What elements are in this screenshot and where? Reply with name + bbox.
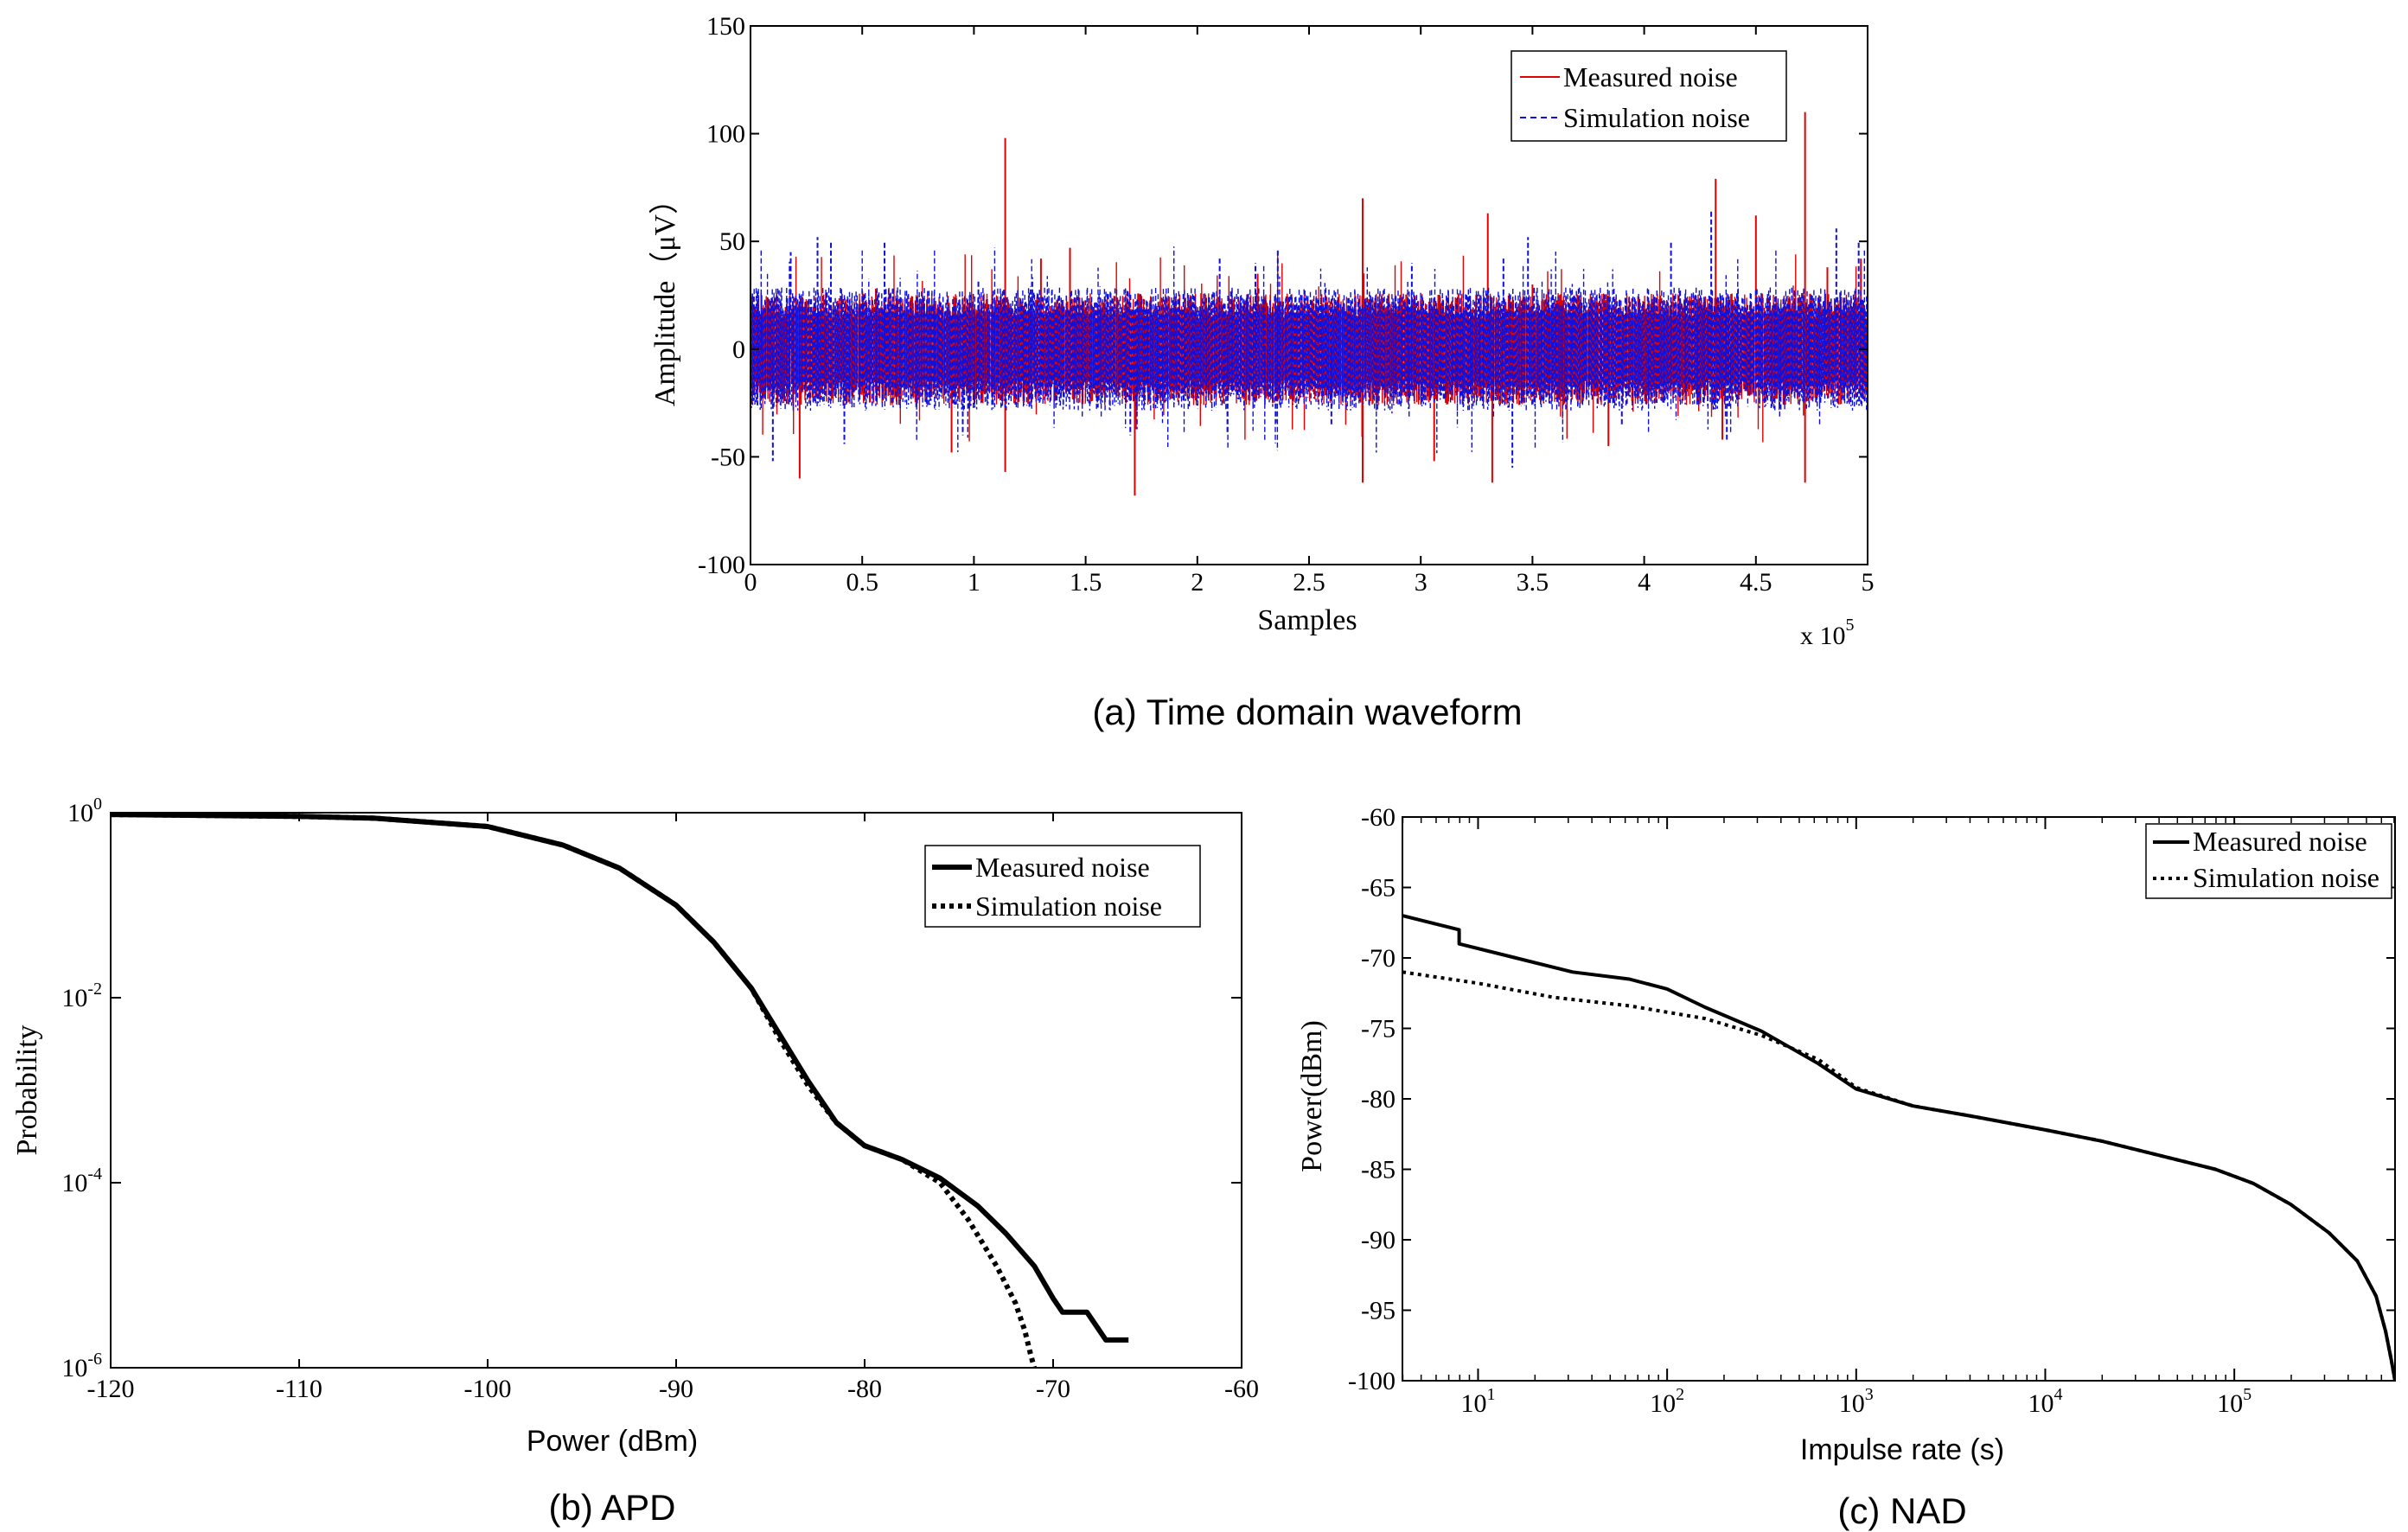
x-tick-label: 3.5 bbox=[1517, 568, 1549, 597]
y-tick-label: 10-6 bbox=[61, 1350, 102, 1382]
x-tick-label: 1 bbox=[968, 568, 980, 597]
y-tick-label: -80 bbox=[1361, 1085, 1396, 1114]
y-tick-label: -100 bbox=[1348, 1367, 1396, 1395]
y-tick-label: -100 bbox=[698, 551, 745, 579]
legend-measured-label: Measured noise bbox=[1563, 61, 1738, 93]
y-tick-label: -95 bbox=[1361, 1297, 1396, 1325]
panel-a-x-multiplier: x 105 bbox=[1800, 616, 1855, 650]
y-tick-label: 10-2 bbox=[61, 980, 102, 1012]
panel-c-xlabel: Impulse rate (s) bbox=[1800, 1433, 2004, 1466]
panel-c-frame bbox=[1402, 816, 2396, 1382]
x-tick-label: -90 bbox=[659, 1375, 693, 1403]
panel-c-nad: -60 -65 -70 -75 -80 -85 -90 -95 -100 101 102 103 104… bbox=[1296, 803, 2396, 1531]
x-tick-label: 105 bbox=[2217, 1385, 2252, 1418]
x-tick-label: 104 bbox=[2028, 1385, 2062, 1418]
y-tick-label: -50 bbox=[711, 443, 745, 471]
caption-a: (a) Time domain waveform bbox=[1092, 692, 1522, 732]
y-tick-label: 100 bbox=[706, 120, 745, 149]
panel-b-legend: Measured noise Simulation noise bbox=[924, 845, 1201, 928]
legend-c-measured-label: Measured noise bbox=[2193, 826, 2367, 857]
x-tick-label: 102 bbox=[1650, 1385, 1684, 1418]
x-tick-label: 4 bbox=[1638, 568, 1651, 597]
caption-b: (b) APD bbox=[548, 1487, 675, 1528]
x-tick-label: -110 bbox=[276, 1375, 323, 1403]
y-tick-label: -65 bbox=[1361, 874, 1396, 903]
y-tick-label: 10-4 bbox=[61, 1165, 102, 1197]
panel-b-xlabel: Power (dBm) bbox=[527, 1425, 698, 1458]
x-tick-label: 5 bbox=[1862, 568, 1875, 597]
panel-a-xlabel: Samples bbox=[1257, 604, 1357, 636]
y-tick-label: -70 bbox=[1361, 944, 1396, 973]
legend-b-measured-label: Measured noise bbox=[975, 852, 1150, 883]
x-tick-label: 4.5 bbox=[1740, 568, 1772, 597]
series-measured-noise bbox=[1402, 914, 2395, 1381]
y-tick-label: 150 bbox=[706, 12, 745, 41]
x-tick-label: 0.5 bbox=[846, 568, 878, 597]
series-simulation-noise bbox=[751, 246, 1868, 454]
y-tick-label: -75 bbox=[1361, 1015, 1396, 1044]
y-tick-label: -60 bbox=[1361, 803, 1396, 832]
legend-c-simulation-label: Simulation noise bbox=[2193, 862, 2379, 893]
y-tick-label: -85 bbox=[1361, 1156, 1396, 1184]
x-tick-label: 2 bbox=[1191, 568, 1204, 597]
x-tick-label: -100 bbox=[464, 1375, 512, 1403]
y-tick-label: 0 bbox=[732, 335, 745, 364]
x-tick-label: 101 bbox=[1460, 1385, 1495, 1418]
panel-a-ylabel: Amplitude（μV） bbox=[648, 185, 681, 406]
x-tick-label: 0 bbox=[744, 568, 757, 597]
caption-c: (c) NAD bbox=[1837, 1491, 1966, 1531]
panel-b-apd: -120 -110 -100 -90 -80 -70 -6010010-210-410-6 … bbox=[11, 795, 1259, 1528]
y-tick-label: 50 bbox=[719, 227, 745, 256]
x-tick-label: 1.5 bbox=[1070, 568, 1102, 597]
x-tick-label: -60 bbox=[1224, 1375, 1259, 1403]
series-measured-noise bbox=[111, 813, 1129, 1343]
panel-c-legend: Measured noise Simulation noise bbox=[2145, 823, 2392, 899]
legend-b-simulation-label: Simulation noise bbox=[975, 890, 1162, 922]
panel-a-legend: Measured noise Simulation noise bbox=[1511, 50, 1787, 142]
series-simulation-noise bbox=[111, 813, 1038, 1368]
panel-c-ylabel: Power(dBm) bbox=[1296, 1020, 1328, 1172]
x-tick-label: -70 bbox=[1036, 1375, 1070, 1403]
x-tick-label: 103 bbox=[1839, 1385, 1874, 1418]
series-simulation-noise bbox=[1402, 970, 2395, 1381]
panel-b-ylabel: Probability bbox=[11, 1025, 43, 1155]
panel-a-time-domain: 0 0.5 1 1.5 2 2.5 3 3.5 4 4.5 5 -100 -50 0 50 100 150 Sa… bbox=[648, 12, 1875, 732]
x-tick-label: -120 bbox=[87, 1375, 135, 1403]
legend-simulation-label: Simulation noise bbox=[1563, 102, 1750, 133]
y-tick-label: 100 bbox=[67, 795, 102, 827]
x-tick-label: 3 bbox=[1415, 568, 1428, 597]
x-tick-label: -80 bbox=[847, 1375, 882, 1403]
y-tick-label: -90 bbox=[1361, 1226, 1396, 1254]
x-tick-label: 2.5 bbox=[1293, 568, 1325, 597]
